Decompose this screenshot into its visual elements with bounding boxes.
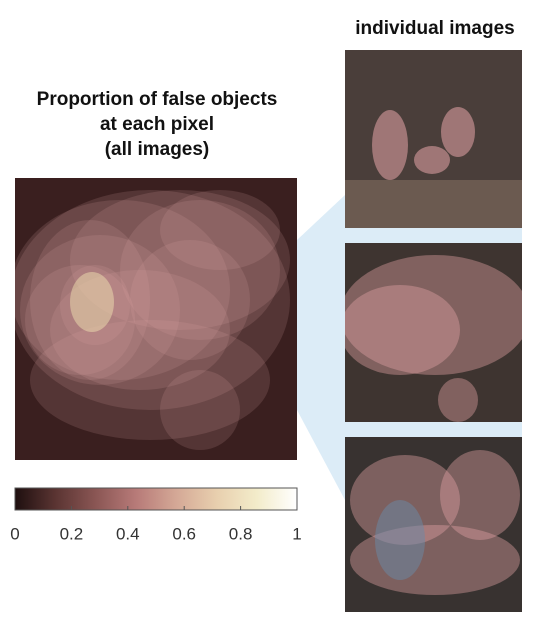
tick-label: 1: [292, 524, 301, 543]
title-line: at each pixel: [100, 114, 214, 135]
example-image: [340, 243, 530, 422]
colorbar-ticks: 0 0.2 0.4 0.6 0.8 1: [10, 506, 301, 543]
example-image: [345, 437, 522, 612]
figure: Proportion of false objects at each pixe…: [0, 0, 537, 612]
tick-label: 0.2: [60, 524, 84, 543]
page: {"chart_data": {"type": "heatmap", "titl…: [0, 0, 537, 612]
title-line: Proportion of false objects: [37, 89, 278, 110]
tick-label: 0: [10, 524, 19, 543]
panel-title: individual images: [355, 18, 514, 39]
heatmap: [10, 178, 297, 460]
tick-label: 0.4: [116, 524, 140, 543]
tick-label: 0.8: [229, 524, 253, 543]
tick-label: 0.6: [172, 524, 196, 543]
example-image: [345, 50, 522, 228]
colorbar: [15, 488, 297, 510]
title: Proportion of false objects at each pixe…: [37, 89, 278, 160]
title-line: (all images): [105, 139, 210, 160]
